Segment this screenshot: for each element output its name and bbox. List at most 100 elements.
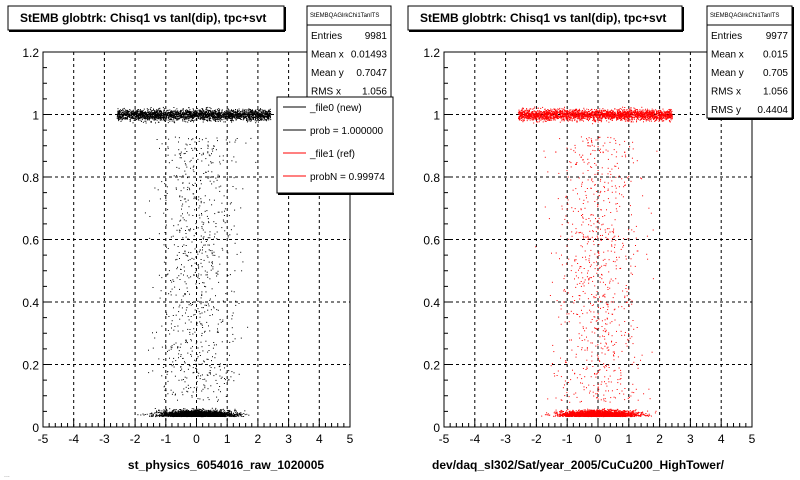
scatter-point [185,113,187,114]
scatter-point [261,114,263,116]
scatter-point [194,113,196,115]
scatter-point [251,109,253,111]
scatter-point [228,410,229,412]
scatter-point [164,111,166,113]
scatter-point [173,114,175,116]
scatter-point [210,115,212,117]
scatter-point [118,116,120,118]
scatter-point [210,120,212,122]
scatter-point [160,414,161,416]
scatter-point [175,110,177,112]
scatter-point [165,112,167,114]
scatter-point [166,409,168,411]
scatter-point [263,112,265,114]
scatter-point [145,113,147,115]
scatter-point [124,109,126,111]
scatter-point [139,114,141,116]
scatter-point [160,110,162,112]
scatter-point [218,115,220,117]
scatter-point [166,113,168,115]
scatter-point [191,110,193,112]
scatter-point [209,410,210,412]
scatter-point [128,116,130,118]
scatter-point [214,120,216,121]
scatter-point [213,110,215,111]
scatter-point [159,119,161,121]
scatter-point [217,113,219,115]
scatter-point [189,115,191,117]
scatter-point [205,112,207,114]
scatter-point [130,118,132,119]
scatter-point [211,115,213,117]
scatter-point [237,413,239,415]
scatter-point [192,112,194,114]
scatter-point [153,118,155,120]
scatter-point [127,112,129,114]
scatter-point [225,112,226,114]
scatter-point [234,414,236,416]
scatter-point [204,113,206,115]
scatter-point [120,113,122,115]
scatter-point [241,416,243,417]
scatter-point [190,116,192,118]
scatter-point [162,119,164,121]
scatter-point [230,117,232,119]
scatter-point [153,115,155,117]
scatter-point [167,415,169,416]
scatter-point [158,121,160,123]
scatter-point [249,115,251,117]
scatter-point [189,414,191,416]
scatter-point [218,412,220,414]
left-panel: StEMB globtrk: Chisq1 vs tanl(dip), tpc+… [7,5,394,472]
scatter-point [199,114,201,116]
scatter-point [252,113,254,115]
scatter-point [213,113,214,114]
scatter-point [172,411,174,413]
scatter-point [243,117,245,119]
scatter-point [226,109,228,111]
scatter-point [140,110,142,112]
scatter-point [212,117,214,119]
scatter-point [235,415,237,417]
scatter-point [228,412,230,413]
scatter-point [212,114,214,115]
scatter-point [250,113,252,115]
scatter-point [210,117,212,119]
scatter-point [252,114,254,116]
scatter-point [230,415,231,417]
scatter-point [234,112,236,114]
scatter-point [229,410,231,412]
scatter-point [126,112,128,114]
scatter-point [225,412,227,414]
scatter-point [138,114,140,116]
scatter-point [122,110,124,112]
scatter-point [137,116,139,118]
scatter-point [223,113,225,115]
scatter-point [177,414,178,416]
scatter-point [213,413,215,415]
scatter-point [266,113,268,115]
scatter-point [256,120,257,122]
scatter-point [175,117,177,119]
scatter-point [163,110,165,112]
scatter-point [141,116,143,117]
scatter-point [191,410,192,412]
scatter-point [191,409,193,411]
scatter-point [171,411,173,413]
scatter-point [229,111,231,113]
scatter-point [152,415,154,417]
scatter-point [187,410,189,412]
scatter-point [218,111,220,113]
scatter-point [254,110,256,112]
scatter-point [225,117,227,119]
scatter-point [134,118,136,120]
scatter-point [231,118,233,120]
scatter-point [118,114,120,115]
scatter-point [218,113,220,115]
scatter-point [135,116,137,118]
scatter-point [231,116,233,118]
scatter-point [263,114,265,116]
scatter-point [152,110,154,111]
scatter-point [226,116,228,118]
scatter-point [186,413,188,415]
